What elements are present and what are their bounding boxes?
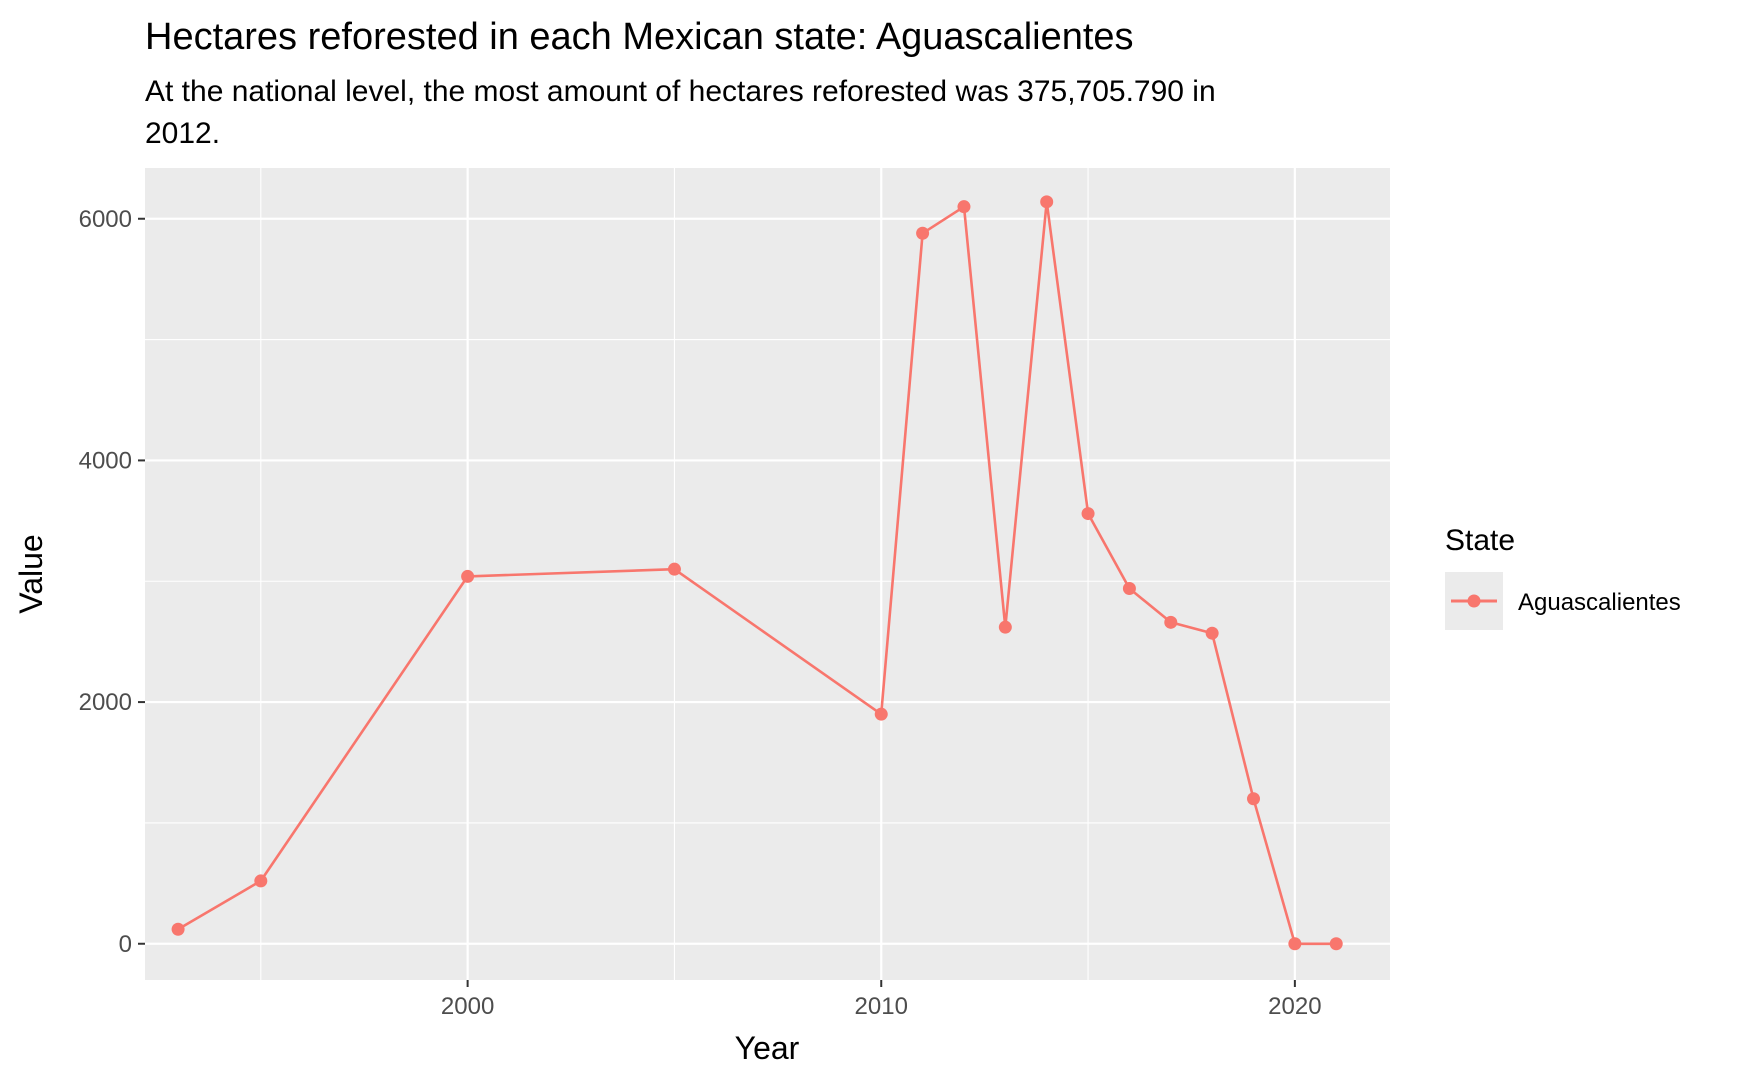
y-tick-label-2000: 2000: [79, 689, 132, 716]
data-point-2000: [461, 569, 475, 583]
legend: State Aguascalientes: [1445, 524, 1681, 630]
data-point-2010: [874, 707, 888, 721]
data-point-2014: [1040, 195, 1054, 209]
x-tick-label-2020: 2020: [1268, 993, 1321, 1020]
data-point-2015: [1081, 507, 1095, 521]
data-point-2011: [916, 226, 930, 240]
x-axis-title: Year: [735, 1030, 800, 1066]
y-axis: 0 2000 4000 6000: [79, 206, 145, 958]
legend-key-point: [1467, 594, 1481, 608]
y-tick-label-0: 0: [119, 931, 132, 958]
plot-panel: [145, 168, 1390, 980]
data-point-2019: [1247, 792, 1261, 806]
legend-label-aguascalientes: Aguascalientes: [1518, 589, 1681, 616]
grid-minor: [145, 168, 1390, 980]
data-point-2018: [1205, 626, 1219, 640]
x-tick-label-2010: 2010: [855, 993, 908, 1020]
data-point-1993: [171, 922, 185, 936]
y-tick-label-4000: 4000: [79, 447, 132, 474]
data-point-2017: [1164, 615, 1178, 629]
data-point-2012: [957, 200, 971, 214]
chart-subtitle-line-2: 2012.: [145, 117, 220, 150]
data-point-2016: [1122, 582, 1136, 595]
y-axis-title: Value: [13, 534, 49, 613]
data-point-2005: [667, 562, 681, 576]
data-point-1995: [254, 874, 268, 888]
data-point-2020: [1288, 937, 1302, 951]
grid-major: [145, 168, 1390, 980]
y-tick-label-6000: 6000: [79, 206, 132, 233]
series-line-0: [177, 200, 1337, 946]
x-tick-label-2000: 2000: [441, 993, 494, 1020]
legend-title: State: [1445, 524, 1515, 557]
chart-title: Hectares reforested in each Mexican stat…: [145, 16, 1134, 58]
x-axis: 2000 2010 2020: [441, 980, 1322, 1020]
chart-subtitle-line-1: At the national level, the most amount o…: [145, 75, 1216, 108]
series-layer: [171, 195, 1343, 951]
data-point-2013: [998, 620, 1012, 634]
data-point-2021: [1329, 937, 1343, 951]
